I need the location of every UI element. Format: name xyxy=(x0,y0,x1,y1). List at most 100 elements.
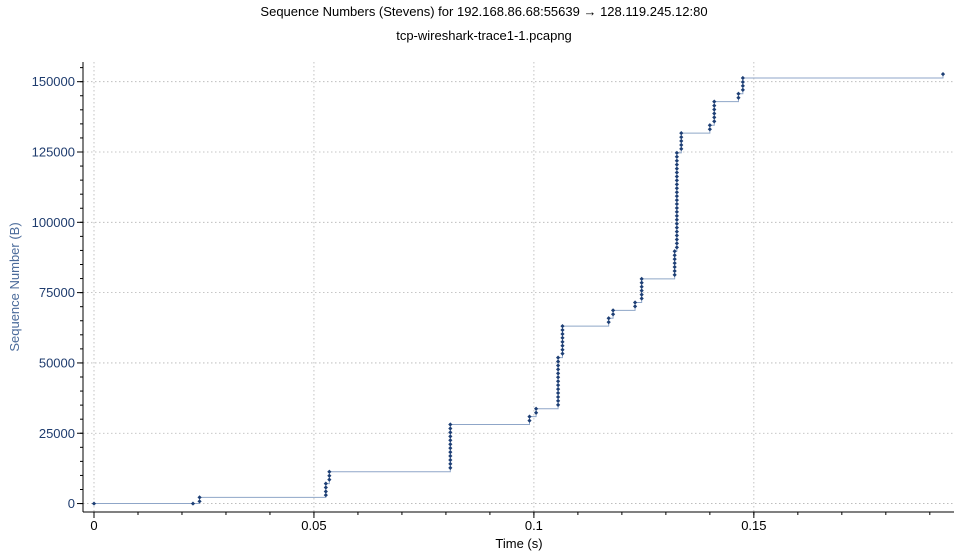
data-point xyxy=(674,174,679,179)
data-point xyxy=(672,257,677,262)
data-point xyxy=(555,363,561,368)
data-point xyxy=(533,410,539,415)
data-point xyxy=(448,457,453,463)
x-tick-label: 0.15 xyxy=(741,518,766,533)
data-point xyxy=(674,186,679,191)
data-point xyxy=(327,469,332,474)
data-point xyxy=(674,245,679,250)
data-point xyxy=(555,367,561,372)
data-point xyxy=(190,501,196,506)
axes xyxy=(82,62,954,513)
data-point xyxy=(448,438,453,443)
data-point xyxy=(555,398,561,404)
data-point xyxy=(740,87,745,92)
data-point xyxy=(707,127,712,132)
data-point xyxy=(448,434,453,439)
data-point xyxy=(736,95,741,100)
y-tick-label: 125000 xyxy=(32,145,75,160)
x-tick-label: 0.1 xyxy=(525,518,543,533)
data-point xyxy=(674,213,679,218)
data-point xyxy=(674,201,679,207)
data-point xyxy=(672,268,677,274)
data-point xyxy=(555,394,561,400)
chart-subtitle: tcp-wireshark-trace1-1.pcapng xyxy=(396,28,572,43)
data-point xyxy=(639,288,644,293)
data-point xyxy=(639,276,644,281)
y-tick-label: 0 xyxy=(68,496,75,511)
data-point xyxy=(712,103,717,108)
y-axis-title: Sequence Number (B) xyxy=(7,222,22,351)
data-point xyxy=(712,111,717,116)
data-point xyxy=(674,217,679,222)
data-point xyxy=(533,406,539,411)
data-point xyxy=(606,320,611,325)
data-point xyxy=(712,99,717,104)
data-point xyxy=(555,355,561,360)
data-point xyxy=(197,495,202,500)
data-point xyxy=(712,119,717,124)
data-point xyxy=(736,91,741,96)
data-point xyxy=(555,379,561,384)
data-point xyxy=(555,390,561,396)
data-point xyxy=(674,158,679,163)
data-point xyxy=(555,359,561,364)
y-tick-label: 150000 xyxy=(32,74,75,89)
data-point xyxy=(940,71,946,77)
data-point xyxy=(674,209,679,215)
data-point xyxy=(527,418,532,423)
data-point xyxy=(672,272,677,278)
data-point xyxy=(740,79,745,85)
data-point xyxy=(327,477,332,482)
data-point xyxy=(448,461,453,467)
data-point xyxy=(674,233,679,238)
data-point xyxy=(448,449,453,455)
data-point xyxy=(672,260,677,266)
data-point xyxy=(679,134,684,140)
data-point xyxy=(560,351,565,356)
data-point xyxy=(674,225,679,230)
data-point xyxy=(448,442,453,447)
data-point xyxy=(632,304,638,309)
data-point xyxy=(679,142,684,148)
data-point xyxy=(323,485,328,490)
data-point xyxy=(448,465,453,470)
data-point xyxy=(555,402,561,407)
data-point xyxy=(707,123,712,128)
data-point xyxy=(639,284,644,289)
data-point xyxy=(672,249,677,254)
data-point xyxy=(672,253,677,258)
data-point xyxy=(606,316,611,321)
y-tick-label: 50000 xyxy=(39,355,75,370)
data-point xyxy=(610,308,616,313)
data-point xyxy=(448,426,453,431)
data-point xyxy=(674,170,679,175)
data-point xyxy=(560,347,565,352)
data-point xyxy=(197,499,202,504)
y-tick-label: 75000 xyxy=(39,285,75,300)
data-point xyxy=(560,343,565,348)
y-tick-label: 25000 xyxy=(39,426,75,441)
data-point xyxy=(560,331,565,337)
data-point xyxy=(91,501,97,506)
data-point xyxy=(674,194,679,199)
data-point xyxy=(555,386,561,392)
data-point xyxy=(674,182,679,187)
data-point xyxy=(448,430,453,435)
y-tick-label: 100000 xyxy=(32,215,75,230)
data-point xyxy=(679,138,684,144)
data-point xyxy=(560,335,565,341)
data-point xyxy=(674,205,679,211)
data-point xyxy=(674,166,679,171)
data-point xyxy=(327,473,332,478)
data-point xyxy=(674,221,679,226)
x-tick-label: 0.05 xyxy=(301,518,326,533)
data-point xyxy=(555,383,561,388)
data-point xyxy=(323,493,328,498)
data-point xyxy=(674,150,679,155)
data-point xyxy=(679,131,684,136)
data-point xyxy=(672,264,677,270)
series-markers xyxy=(91,71,946,506)
data-point xyxy=(555,375,561,380)
